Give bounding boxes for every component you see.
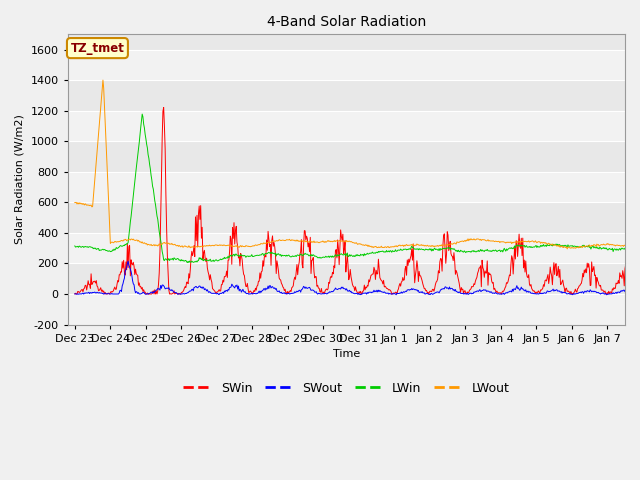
LWin: [419, 247, 427, 252]
LWout: [271, 239, 278, 244]
LWin: [138, 111, 146, 117]
LWin: [451, 247, 458, 252]
SWout: [138, 290, 146, 296]
Y-axis label: Solar Radiation (W/m2): Solar Radiation (W/m2): [15, 115, 25, 244]
SWout: [392, 292, 400, 298]
LWout: [71, 200, 79, 205]
LWin: [71, 243, 79, 249]
SWin: [419, 281, 427, 287]
SWin: [271, 252, 279, 257]
LWout: [450, 240, 458, 246]
Bar: [68, 172, 625, 203]
LWout: [138, 239, 146, 245]
SWout: [292, 289, 300, 295]
Text: TZ_tmet: TZ_tmet: [70, 42, 124, 55]
SWout: [243, 291, 250, 297]
LWout: [639, 241, 640, 247]
LWin: [271, 251, 279, 256]
Bar: [68, 111, 625, 141]
SWin: [243, 280, 251, 286]
SWin: [138, 285, 146, 290]
SWout: [124, 258, 132, 264]
Line: SWout: SWout: [75, 261, 640, 295]
LWin: [293, 252, 301, 258]
SWout: [639, 291, 640, 297]
Line: SWin: SWin: [75, 108, 640, 294]
LWin: [243, 253, 251, 259]
Line: LWout: LWout: [75, 80, 640, 249]
LWout: [292, 237, 300, 243]
Bar: [68, 49, 625, 80]
SWin: [451, 258, 458, 264]
SWout: [419, 290, 427, 296]
SWout: [451, 288, 458, 294]
LWin: [184, 260, 191, 265]
LWout: [563, 246, 571, 252]
LWout: [243, 243, 250, 249]
LWin: [639, 247, 640, 253]
LWin: [138, 118, 145, 124]
SWin: [639, 288, 640, 294]
Legend: SWin, SWout, LWin, LWout: SWin, SWout, LWin, LWout: [178, 377, 515, 399]
SWin: [160, 105, 168, 110]
Title: 4-Band Solar Radiation: 4-Band Solar Radiation: [267, 15, 426, 29]
Bar: [68, 233, 625, 264]
SWin: [71, 291, 79, 297]
SWin: [293, 262, 301, 267]
SWout: [71, 291, 79, 297]
LWout: [99, 77, 107, 83]
SWin: [100, 291, 108, 297]
Line: LWin: LWin: [75, 114, 640, 263]
LWout: [419, 243, 426, 249]
Bar: [68, 294, 625, 324]
SWout: [271, 285, 278, 291]
X-axis label: Time: Time: [333, 349, 360, 359]
